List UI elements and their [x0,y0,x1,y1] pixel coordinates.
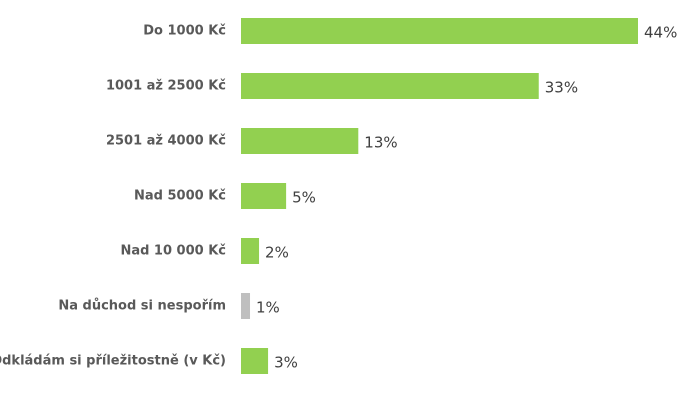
category-label: 2501 až 4000 Kč [106,134,226,149]
category-label: Do 1000 Kč [143,24,226,39]
category-label: Odkládám si příležitostně (v Kč) [0,354,226,369]
bar [241,183,287,209]
value-label: 33% [545,79,578,97]
bar [241,293,251,319]
category-label: Na důchod si nespořím [58,299,226,314]
bar [241,238,260,264]
bar [241,348,269,374]
value-label: 13% [364,134,397,152]
value-label: 1% [256,299,280,317]
value-label: 2% [265,244,289,262]
value-label: 44% [644,24,677,42]
value-label: 5% [292,189,316,207]
category-label: Nad 5000 Kč [134,189,226,204]
category-label: Nad 10 000 Kč [120,244,226,259]
category-label: 1001 až 2500 Kč [106,79,226,94]
bar [241,18,638,44]
bar [241,73,539,99]
value-label: 3% [274,354,298,372]
bar [241,128,359,154]
